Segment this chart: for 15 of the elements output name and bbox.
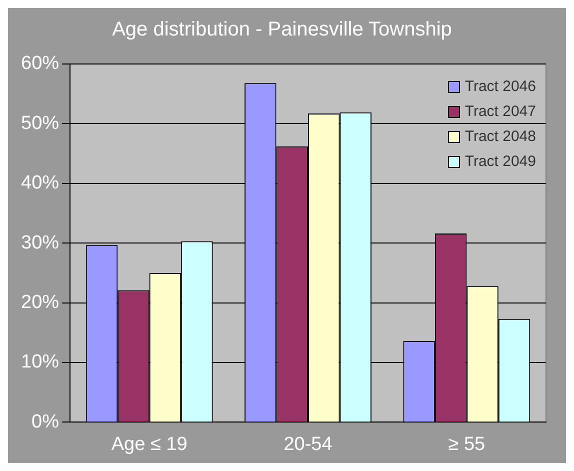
x-tick-label: 20-54 xyxy=(284,434,333,455)
y-tick-label: 0% xyxy=(32,411,60,432)
legend-label: Tract 2047 xyxy=(464,102,536,122)
y-tick-label: 50% xyxy=(20,112,60,134)
y-tick-label: 20% xyxy=(20,292,60,314)
legend-label: Tract 2048 xyxy=(464,127,536,147)
y-tick-label: 40% xyxy=(20,172,60,194)
legend-label: Tract 2049 xyxy=(464,152,536,172)
x-tick-label: Age ≤ 19 xyxy=(111,434,188,455)
x-tick-label: ≥ 55 xyxy=(448,434,486,455)
y-tick-label: 60% xyxy=(20,53,60,74)
y-tick-label: 10% xyxy=(20,352,60,373)
chart-title: Age distribution - Painesville Township xyxy=(112,18,452,41)
legend-label: Tract 2046 xyxy=(464,77,536,97)
y-tick-label: 30% xyxy=(20,232,60,254)
